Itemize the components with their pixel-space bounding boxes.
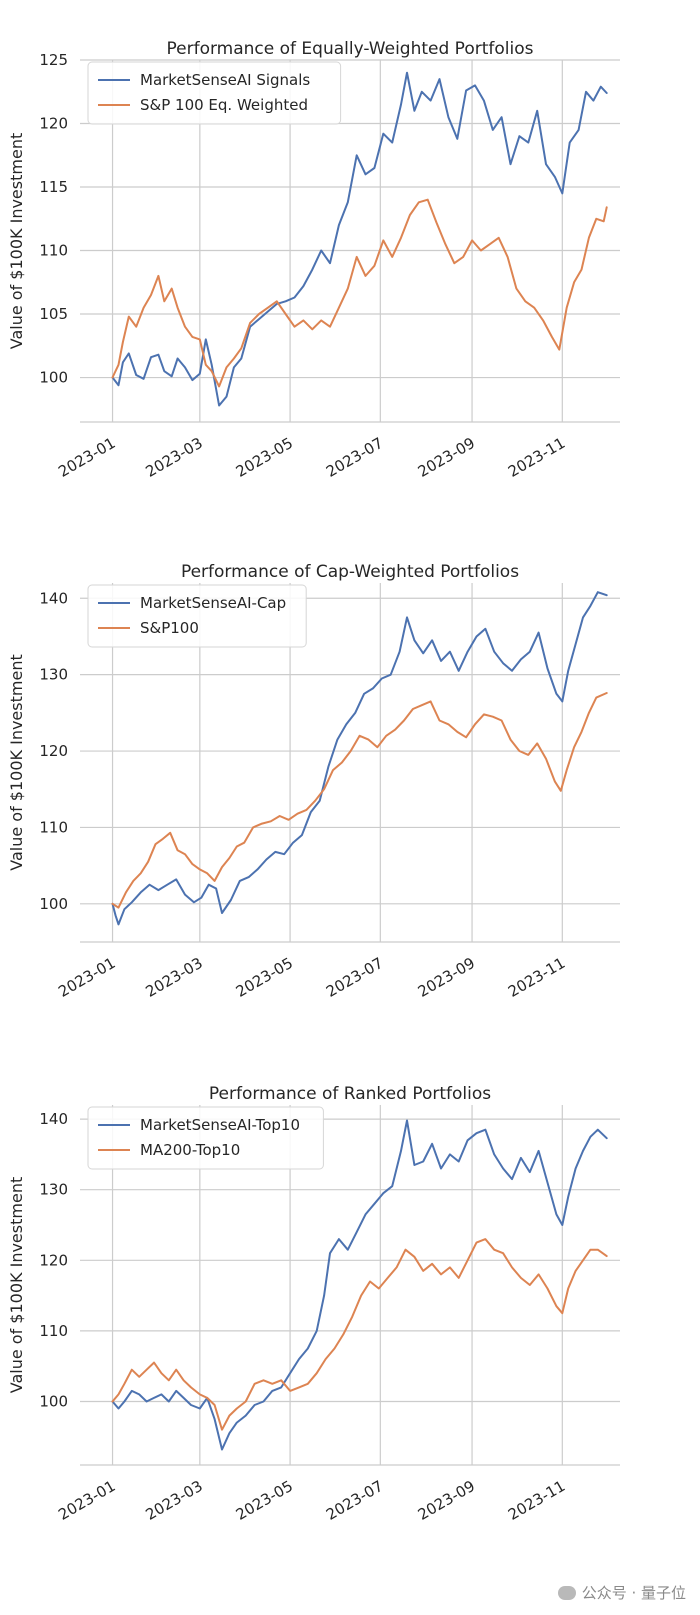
x-tick-label-2023-03: 2023-03 (143, 1477, 206, 1524)
y-tick-label-100: 100 (39, 895, 68, 913)
y-tick-label-110: 110 (39, 1322, 68, 1340)
wechat-icon (557, 1585, 576, 1600)
y-tick-label-120: 120 (39, 742, 68, 760)
y-tick-label-110: 110 (39, 242, 68, 260)
series-line-marketsenseai-top10 (111, 1119, 608, 1451)
y-axis-label: Value of $100K Investment (7, 133, 26, 349)
legend-label-marketsenseai-cap: MarketSenseAI-Cap (140, 594, 286, 612)
y-tick-label-140: 140 (39, 1110, 68, 1128)
legend-label-ma200-top10: MA200-Top10 (140, 1141, 240, 1159)
y-tick-label-120: 120 (39, 115, 68, 133)
y-tick-label-110: 110 (39, 818, 68, 836)
legend-box (87, 584, 307, 648)
x-tick-label-2023-05: 2023-05 (233, 954, 296, 1001)
y-tick-label-140: 140 (39, 589, 68, 607)
y-axis-label: Value of $100K Investment (7, 654, 26, 870)
y-axis-label: Value of $100K Investment (7, 1177, 26, 1393)
series-line-ma200-top10 (111, 1238, 608, 1431)
chart-title: Performance of Ranked Portfolios (209, 1084, 491, 1104)
series-line-marketsenseai-signals (111, 71, 608, 407)
y-tick-label-130: 130 (39, 666, 68, 684)
x-tick-label-2023-03: 2023-03 (143, 954, 206, 1001)
x-tick-label-2023-11: 2023-11 (505, 954, 568, 1001)
x-tick-label-2023-09: 2023-09 (415, 1477, 478, 1524)
x-tick-label-2023-03: 2023-03 (143, 434, 206, 481)
y-tick-label-120: 120 (39, 1251, 68, 1269)
x-tick-label-2023-07: 2023-07 (323, 1477, 386, 1524)
y-tick-label-130: 130 (39, 1181, 68, 1199)
y-tick-label-125: 125 (39, 51, 68, 69)
chart-panel-2: Performance of Cap-Weighted Portfolios 10… (7, 562, 620, 1001)
x-tick-label-2023-07: 2023-07 (323, 954, 386, 1001)
legend-label-s-p100: S&P100 (140, 619, 199, 637)
watermark-text: 公众号 · 量子位 (581, 1584, 686, 1602)
x-tick-label-2023-05: 2023-05 (233, 1477, 296, 1524)
series-line-s-p100 (111, 692, 608, 909)
chart-title: Performance of Cap-Weighted Portfolios (181, 562, 519, 582)
x-tick-label-2023-09: 2023-09 (415, 434, 478, 481)
y-tick-label-100: 100 (39, 369, 68, 387)
x-tick-label-2023-11: 2023-11 (505, 1477, 568, 1524)
x-tick-label-2023-05: 2023-05 (233, 434, 296, 481)
y-tick-label-100: 100 (39, 1392, 68, 1410)
y-tick-label-105: 105 (39, 305, 68, 323)
legend-box (87, 1106, 324, 1170)
legend-box (87, 61, 342, 125)
chart-panel-3: Performance of Ranked Portfolios 100 110 12… (7, 1084, 620, 1524)
legend-label-marketsenseai-top10: MarketSenseAI-Top10 (140, 1116, 300, 1134)
legend-label-marketsenseai-signals: MarketSenseAI Signals (140, 71, 310, 89)
series-line-s-p-100-eq-weighted (111, 198, 608, 388)
legend: MarketSenseAI-Cap S&P100 (87, 584, 307, 648)
y-tick-label-115: 115 (39, 178, 68, 196)
watermark: 公众号 · 量子位 (557, 1582, 686, 1603)
x-tick-label-2023-09: 2023-09 (415, 954, 478, 1001)
x-tick-label-2023-11: 2023-11 (505, 434, 568, 481)
chart-panel-1: Performance of Equally-Weighted Portfoli… (7, 39, 620, 481)
x-tick-label-2023-01: 2023-01 (55, 434, 118, 481)
x-tick-label-2023-01: 2023-01 (55, 954, 118, 1001)
legend-label-s-p-100-eq-weighted: S&P 100 Eq. Weighted (140, 96, 308, 114)
chart-title: Performance of Equally-Weighted Portfoli… (167, 39, 534, 59)
x-tick-label-2023-01: 2023-01 (55, 1477, 118, 1524)
legend: MarketSenseAI-Top10 MA200-Top10 (87, 1106, 324, 1170)
legend: MarketSenseAI Signals S&P 100 Eq. Weighte… (87, 61, 342, 125)
series-line-marketsenseai-cap (111, 591, 608, 926)
x-tick-label-2023-07: 2023-07 (323, 434, 386, 481)
